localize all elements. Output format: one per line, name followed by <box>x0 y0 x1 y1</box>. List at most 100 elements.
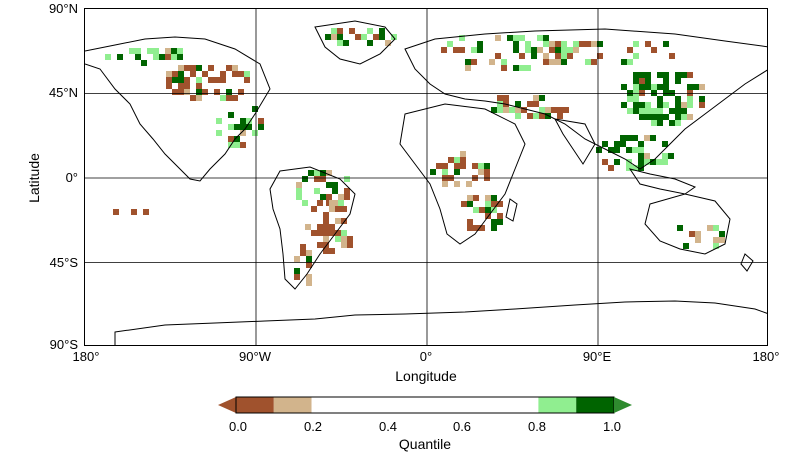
anomaly-cell <box>561 59 567 65</box>
anomaly-cell <box>657 114 663 120</box>
anomaly-cell <box>460 151 466 157</box>
anomaly-cell <box>367 28 373 34</box>
anomaly-cell <box>633 84 639 90</box>
anomaly-cell <box>662 153 668 159</box>
anomaly-cell <box>549 59 555 65</box>
anomaly-cell <box>645 108 651 114</box>
anomaly-cell <box>621 84 627 90</box>
anomaly-cell <box>695 237 701 243</box>
anomaly-cell <box>573 41 579 47</box>
anomaly-cell <box>258 124 264 130</box>
anomaly-cell <box>567 47 573 53</box>
anomaly-cell <box>683 243 689 249</box>
anomaly-cell <box>190 71 196 77</box>
anomaly-cell <box>681 72 687 78</box>
anomaly-cell <box>461 201 467 207</box>
anomaly-cell <box>305 224 311 230</box>
anomaly-cell <box>669 90 675 96</box>
anomaly-cell <box>317 224 323 230</box>
colorbar <box>218 396 632 414</box>
anomaly-cell <box>497 201 503 207</box>
anomaly-cell <box>216 118 222 124</box>
anomaly-cell <box>308 170 314 176</box>
anomaly-cell <box>533 113 539 119</box>
colorbar-bin-3 <box>538 397 577 413</box>
anomaly-cell <box>467 225 473 231</box>
anomaly-cell <box>669 108 675 114</box>
anomaly-cell <box>591 41 597 47</box>
anomaly-cell <box>699 84 705 90</box>
anomaly-cell <box>338 194 344 200</box>
anomaly-cell <box>338 200 344 206</box>
anomaly-cell <box>317 200 323 206</box>
anomaly-cell <box>638 159 644 165</box>
anomaly-cell <box>296 188 302 194</box>
anomaly-cell <box>190 65 196 71</box>
anomaly-cell <box>166 83 172 89</box>
anomaly-cell <box>306 280 312 286</box>
anomaly-cell <box>621 102 627 108</box>
anomaly-cell <box>166 77 172 83</box>
anomaly-cell <box>675 72 681 78</box>
anomaly-cell <box>467 201 473 207</box>
anomaly-cell <box>681 102 687 108</box>
colorbar-title: Quantile <box>398 436 452 452</box>
anomaly-cell <box>525 41 531 47</box>
anomaly-cell <box>314 188 320 194</box>
anomaly-cell <box>638 147 644 153</box>
anomaly-cell <box>347 242 353 248</box>
anomaly-cell <box>337 28 343 34</box>
anomaly-cell <box>226 89 232 95</box>
anomaly-cell <box>551 107 557 113</box>
anomaly-cell <box>521 107 527 113</box>
anomaly-cell <box>549 47 555 53</box>
anomaly-cell <box>513 47 519 53</box>
anomaly-cell <box>662 141 668 147</box>
anomaly-cell <box>323 230 329 236</box>
anomaly-cell <box>184 65 190 71</box>
anomaly-cell <box>557 107 563 113</box>
anomaly-cell <box>302 176 308 182</box>
anomaly-cell <box>172 77 178 83</box>
anomaly-cell <box>627 47 633 53</box>
anomaly-cell <box>633 53 639 59</box>
anomaly-cell <box>531 47 537 53</box>
anomaly-cell <box>639 114 645 120</box>
anomaly-cell <box>561 53 567 59</box>
anomaly-cell <box>341 242 347 248</box>
anomaly-cell <box>367 40 373 46</box>
lon-tick-180e: 180° <box>752 349 780 364</box>
lon-tick-0: 0° <box>419 349 433 364</box>
anomaly-cell <box>497 219 503 225</box>
anomaly-cell <box>579 41 585 47</box>
anomaly-cell <box>234 136 240 142</box>
anomaly-cell <box>689 231 695 237</box>
anomaly-cell <box>300 244 306 250</box>
anomaly-cell <box>477 47 483 53</box>
anomaly-cell <box>131 209 137 215</box>
anomaly-cell <box>171 54 177 60</box>
anomaly-cell <box>240 142 246 148</box>
anomaly-cell <box>311 230 317 236</box>
anomaly-cell <box>471 47 477 53</box>
anomaly-cell <box>208 77 214 83</box>
anomaly-cell <box>341 218 347 224</box>
anomaly-cell <box>675 78 681 84</box>
anomaly-cell <box>497 213 503 219</box>
anomaly-cell <box>627 90 633 96</box>
anomaly-cell <box>645 84 651 90</box>
anomaly-cell <box>460 157 466 163</box>
coastline-antarctica <box>114 300 767 345</box>
anomaly-cell <box>614 159 620 165</box>
anomaly-cell <box>527 113 533 119</box>
anomaly-cell <box>294 256 300 262</box>
anomaly-cell <box>306 262 312 268</box>
anomaly-cell <box>323 218 329 224</box>
anomaly-cell <box>632 135 638 141</box>
coastline-new-zealand <box>740 253 754 272</box>
anomaly-cell <box>143 209 149 215</box>
anomaly-cell <box>549 41 555 47</box>
anomaly-cell <box>597 41 603 47</box>
anomaly-cell <box>657 102 663 108</box>
anomaly-cell <box>501 59 507 65</box>
